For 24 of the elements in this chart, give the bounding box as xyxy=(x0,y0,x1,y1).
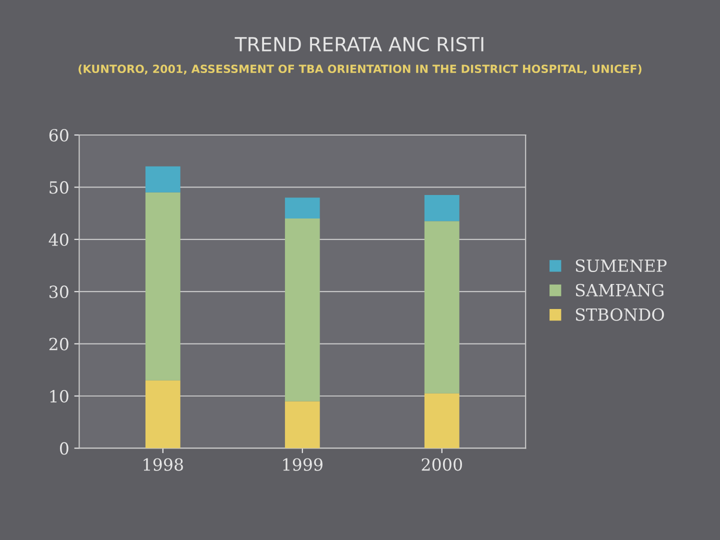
bar xyxy=(424,221,460,394)
chart-title: TREND RERATA ANC RISTI xyxy=(234,36,484,52)
bar xyxy=(145,166,180,192)
y-tick-label: 40 xyxy=(48,233,68,246)
y-tick-label: 10 xyxy=(50,390,68,403)
x-tick-label: 1998 xyxy=(144,458,183,471)
legend-label: STBONDO xyxy=(576,308,664,321)
bar xyxy=(284,218,320,402)
bar xyxy=(284,401,320,448)
bar xyxy=(145,380,180,448)
legend-label: SUMENEP xyxy=(576,259,667,272)
legend-label: SAMPANG xyxy=(576,284,664,296)
x-tick-label: 1999 xyxy=(283,458,322,471)
y-tick-label: 60 xyxy=(49,128,68,142)
y-tick-label: 50 xyxy=(50,181,68,194)
bar xyxy=(284,198,320,219)
y-tick-label: 30 xyxy=(50,286,68,298)
y-tick-label: 0 xyxy=(60,442,68,455)
bar xyxy=(424,195,460,222)
x-tick-label: 2000 xyxy=(422,458,462,471)
y-tick-label: 20 xyxy=(49,338,68,350)
chart-subtitle: (KUNTORO, 2001, ASSESSMENT OF TBA ORIENTATION IN THE DISTRICT HOSPITAL, UNICEF) xyxy=(78,64,642,74)
bar xyxy=(145,192,180,380)
bar xyxy=(424,393,460,448)
